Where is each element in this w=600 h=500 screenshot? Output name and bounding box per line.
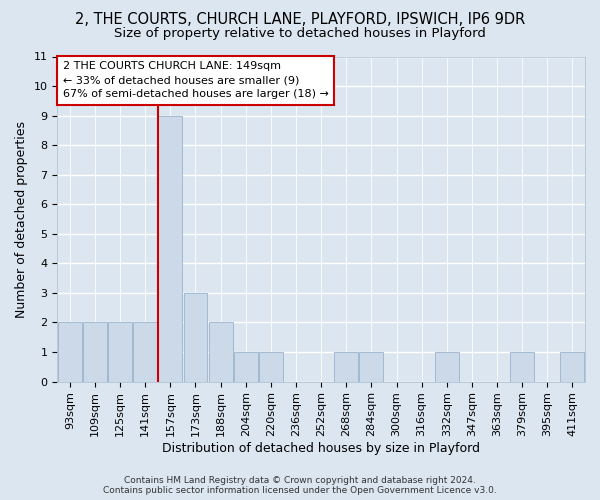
- Bar: [184, 293, 208, 382]
- Text: Size of property relative to detached houses in Playford: Size of property relative to detached ho…: [114, 28, 486, 40]
- Y-axis label: Number of detached properties: Number of detached properties: [15, 120, 28, 318]
- X-axis label: Distribution of detached houses by size in Playford: Distribution of detached houses by size …: [162, 442, 480, 455]
- Text: Contains HM Land Registry data © Crown copyright and database right 2024.
Contai: Contains HM Land Registry data © Crown c…: [103, 476, 497, 495]
- Bar: [133, 322, 157, 382]
- Bar: [359, 352, 383, 382]
- Text: 2, THE COURTS, CHURCH LANE, PLAYFORD, IPSWICH, IP6 9DR: 2, THE COURTS, CHURCH LANE, PLAYFORD, IP…: [75, 12, 525, 28]
- Bar: [510, 352, 534, 382]
- Bar: [83, 322, 107, 382]
- Bar: [158, 116, 182, 382]
- Text: 2 THE COURTS CHURCH LANE: 149sqm
← 33% of detached houses are smaller (9)
67% of: 2 THE COURTS CHURCH LANE: 149sqm ← 33% o…: [62, 62, 328, 100]
- Bar: [209, 322, 233, 382]
- Bar: [435, 352, 459, 382]
- Bar: [58, 322, 82, 382]
- Bar: [560, 352, 584, 382]
- Bar: [234, 352, 257, 382]
- Bar: [108, 322, 132, 382]
- Bar: [259, 352, 283, 382]
- Bar: [334, 352, 358, 382]
